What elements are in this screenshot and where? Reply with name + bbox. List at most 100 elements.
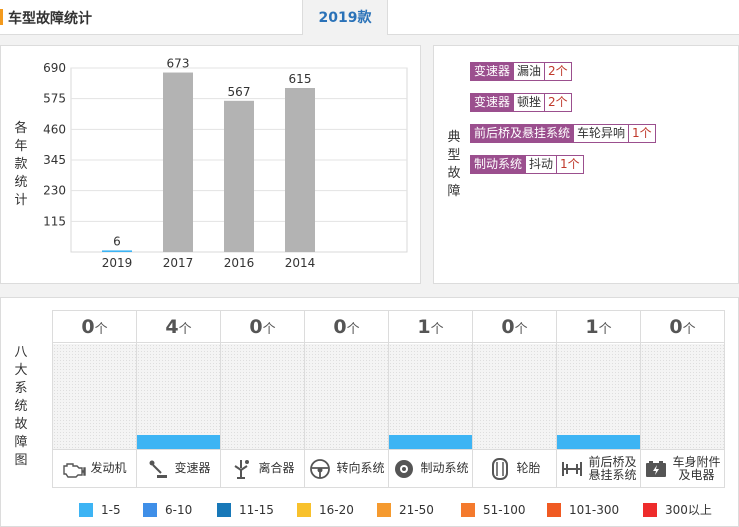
legend-label: 101-300 [569,502,620,517]
eight-systems-panel: 八大系统故障图 0个 发动机 4个 变速器 0个 离合器 0个 转向系统 1个 制动系统 0个 轮胎 1… [0,297,739,527]
system-column[interactable]: 1个前后桥及 悬挂系统 [557,311,641,487]
engine-icon [62,459,87,479]
legend-label: 1-5 [101,502,121,517]
system-count-unit: 个 [178,322,192,337]
system-count-number: 0 [249,316,263,338]
system-count: 1个 [389,311,472,343]
system-footer: 发动机 [53,449,136,487]
bar-2019[interactable] [102,250,132,252]
x-tick-label: 2017 [163,256,194,270]
bar-value-label: 673 [167,57,190,71]
fault-count-tag: 1个 [557,155,584,174]
y-tick-label: 115 [43,214,66,228]
tire-icon [488,457,512,480]
system-count-number: 0 [333,316,347,338]
system-footer: 转向系统 [305,449,388,487]
fault-count-tag: 2个 [545,62,572,81]
system-column[interactable]: 0个离合器 [221,311,305,487]
bar-2017[interactable] [163,72,193,253]
fault-system-tag: 制动系统 [470,155,527,174]
system-count: 4个 [137,311,220,343]
system-footer: 前后桥及 悬挂系统 [557,449,640,487]
legend-swatch [217,502,231,517]
system-count-number: 0 [81,316,95,338]
system-count-unit: 个 [262,322,276,337]
fault-symptom-tag: 抖动 [526,155,558,174]
system-column[interactable]: 0个轮胎 [473,311,557,487]
legend-item: 1-5 [79,501,143,518]
system-count-number: 0 [669,316,683,338]
system-count-unit: 个 [598,322,612,337]
legend-label: 6-10 [165,502,193,517]
gear-shift-icon [146,459,170,479]
system-column[interactable]: 1个制动系统 [389,311,473,487]
tab-2019[interactable]: 2019款 [302,0,388,35]
system-fault-area [221,344,304,449]
legend-item: 300以上 [643,501,723,518]
legend-item: 21-50 [377,501,461,518]
system-footer: 车身附件 及电器 [641,449,724,487]
system-name: 车身附件 及电器 [672,454,721,482]
legend-item: 16-20 [297,501,377,518]
year-bar-chart: 115 230 345 460 575 690 6 2019 673 2017 567 2016 615… [43,57,408,270]
system-column[interactable]: 4个 变速器 [137,311,221,487]
fault-item[interactable]: 前后桥及悬挂系统 车轮异响 1个 [470,124,656,143]
x-tick-label: 2014 [285,256,316,270]
system-fault-area [137,344,220,449]
legend-label: 51-100 [483,502,526,517]
system-count: 0个 [221,311,304,343]
fault-item[interactable]: 变速器 顿挫 2个 [470,93,656,112]
fault-symptom-tag: 漏油 [514,62,546,81]
system-name: 离合器 [258,461,295,475]
fault-count-tag: 2个 [545,93,572,112]
system-name: 制动系统 [420,461,469,475]
fault-symptom-tag: 顿挫 [514,93,546,112]
system-fault-area [389,344,472,449]
y-tick-label: 230 [43,184,66,198]
severity-legend: 1-5 6-10 11-15 16-20 21-50 51-100 101-300 300以上 [79,501,723,518]
legend-label: 16-20 [319,502,354,517]
system-count-unit: 个 [94,322,108,337]
system-fault-area [305,344,388,449]
battery-icon [644,459,668,479]
system-count-unit: 个 [430,322,444,337]
system-name: 转向系统 [336,461,385,475]
legend-item: 6-10 [143,501,217,518]
typical-faults-panel: 典型故障 变速器 漏油 2个 变速器 顿挫 2个 前后桥及悬挂系统 车轮异响 1个 制动系统 抖动 1… [433,45,739,284]
y-tick-label: 345 [43,153,66,167]
fault-item[interactable]: 制动系统 抖动 1个 [470,155,656,174]
system-fault-bar [137,435,220,449]
system-count-unit: 个 [514,322,528,337]
system-fault-area [53,344,136,449]
bar-2016[interactable] [224,100,254,252]
system-column[interactable]: 0个车身附件 及电器 [641,311,724,487]
fault-item[interactable]: 变速器 漏油 2个 [470,62,656,81]
system-count-number: 1 [585,316,599,338]
system-column[interactable]: 0个 转向系统 [305,311,389,487]
legend-swatch [643,502,657,517]
system-fault-bar [389,435,472,449]
year-stats-panel: 各年款统计 115 230 345 460 575 690 6 2019 673 2017 567 2… [0,45,421,284]
bar-value-label: 6 [113,234,121,248]
legend-item: 11-15 [217,501,297,518]
system-column[interactable]: 0个发动机 [53,311,137,487]
system-name: 发动机 [90,461,127,475]
system-footer: 制动系统 [389,449,472,487]
legend-swatch [79,502,93,517]
system-count: 0个 [473,311,556,343]
bar-value-label: 615 [289,72,312,86]
system-count: 0个 [53,311,136,343]
title-accent-bar [0,9,3,25]
legend-swatch [143,502,157,517]
system-footer: 离合器 [221,449,304,487]
system-fault-area [473,344,556,449]
system-count-unit: 个 [682,322,696,337]
fault-system-tag: 变速器 [470,93,515,112]
system-fault-area [557,344,640,449]
system-footer: 轮胎 [473,449,556,487]
year-stats-label: 各年款统计 [14,121,28,208]
bar-2014[interactable] [285,88,315,252]
fault-system-tag: 前后桥及悬挂系统 [470,124,575,143]
fault-symptom-tag: 车轮异响 [574,124,630,143]
steering-wheel-icon [308,458,332,479]
